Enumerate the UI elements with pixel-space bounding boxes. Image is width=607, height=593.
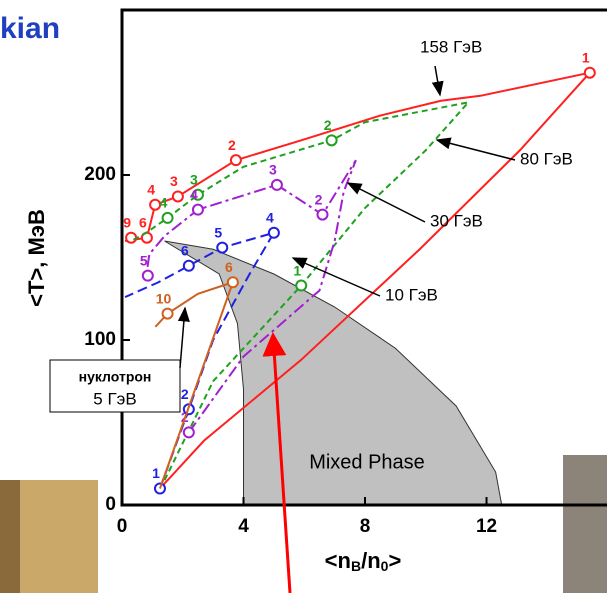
y-axis-label: <T>, МэВ [24, 209, 49, 307]
annotation-arrow [291, 257, 381, 297]
region-label: Mixed Phase [309, 451, 425, 473]
series-annotation: 30 ГэВ [430, 211, 483, 230]
photo [563, 455, 607, 593]
x-label-part: 0 [381, 558, 389, 574]
y-tick-label: 0 [105, 494, 116, 515]
time-label: 2 [324, 117, 332, 133]
series-annotation: 80 ГэВ [520, 149, 573, 168]
x-label-part: > [388, 548, 401, 573]
time-marker [141, 269, 154, 282]
time-label: 10 [156, 290, 172, 306]
series-annotation: 5 ГэВ [93, 389, 136, 408]
annotation-arrow [177, 306, 190, 369]
time-marker [583, 66, 596, 79]
time-marker [325, 134, 338, 147]
time-marker [161, 307, 174, 320]
trajectory [124, 71, 593, 490]
chart-title: kian [0, 12, 60, 45]
y-tick-label: 200 [84, 164, 116, 185]
x-label-part: /n [361, 548, 381, 573]
time-label: 3 [170, 173, 178, 189]
time-label: 9 [123, 214, 131, 230]
time-label: 2 [181, 386, 189, 402]
pointer-arrow [262, 332, 292, 593]
time-marker [216, 241, 229, 254]
annotation-arrow [431, 65, 444, 97]
time-label: 4 [160, 195, 168, 211]
time-label: 2 [228, 137, 236, 153]
time-label: 4 [266, 209, 274, 225]
series-annotation: 10 ГэВ [385, 285, 438, 304]
time-marker [226, 276, 239, 289]
x-label-part: <n [325, 548, 351, 573]
series-annotation: нуклотрон [79, 369, 152, 385]
time-label: 3 [190, 172, 198, 188]
time-marker [171, 190, 184, 203]
time-label: 4 [190, 186, 198, 202]
time-marker [267, 226, 280, 239]
time-marker [191, 203, 204, 216]
time-label: 3 [269, 162, 277, 178]
time-marker [149, 198, 162, 211]
trajectory [145, 159, 357, 433]
annotation-arrow [346, 182, 426, 223]
mixed-phase-region [164, 240, 503, 506]
time-label: 5 [214, 224, 222, 240]
time-marker [191, 188, 204, 201]
time-label: 6 [139, 214, 147, 230]
series-annotation: 158 ГэВ [420, 37, 482, 56]
time-marker [182, 426, 195, 439]
x-axis-label: <nB/n0> [325, 548, 402, 574]
time-label: 2 [315, 191, 323, 207]
time-label: 6 [181, 242, 189, 258]
time-marker [270, 178, 283, 191]
time-label: 6 [225, 259, 233, 275]
x-tick-label: 12 [476, 516, 497, 537]
time-marker [182, 259, 195, 272]
x-tick-label: 4 [238, 516, 249, 537]
x-label-part: B [351, 558, 361, 574]
time-marker [295, 279, 308, 292]
x-tick-label: 8 [360, 516, 371, 537]
time-marker [316, 208, 329, 221]
time-label: 5 [140, 252, 148, 268]
time-label: 1 [152, 465, 160, 481]
x-tick-label: 0 [117, 516, 128, 537]
annotation-arrow [435, 137, 516, 161]
time-label: 1 [293, 262, 301, 278]
annotation-box [49, 359, 181, 413]
time-marker [161, 211, 174, 224]
time-marker [229, 154, 242, 167]
y-tick-label: 100 [84, 329, 116, 350]
time-marker [125, 231, 138, 244]
time-label: 1 [582, 49, 590, 65]
time-label: 4 [147, 181, 155, 197]
photo-edge [0, 480, 20, 593]
